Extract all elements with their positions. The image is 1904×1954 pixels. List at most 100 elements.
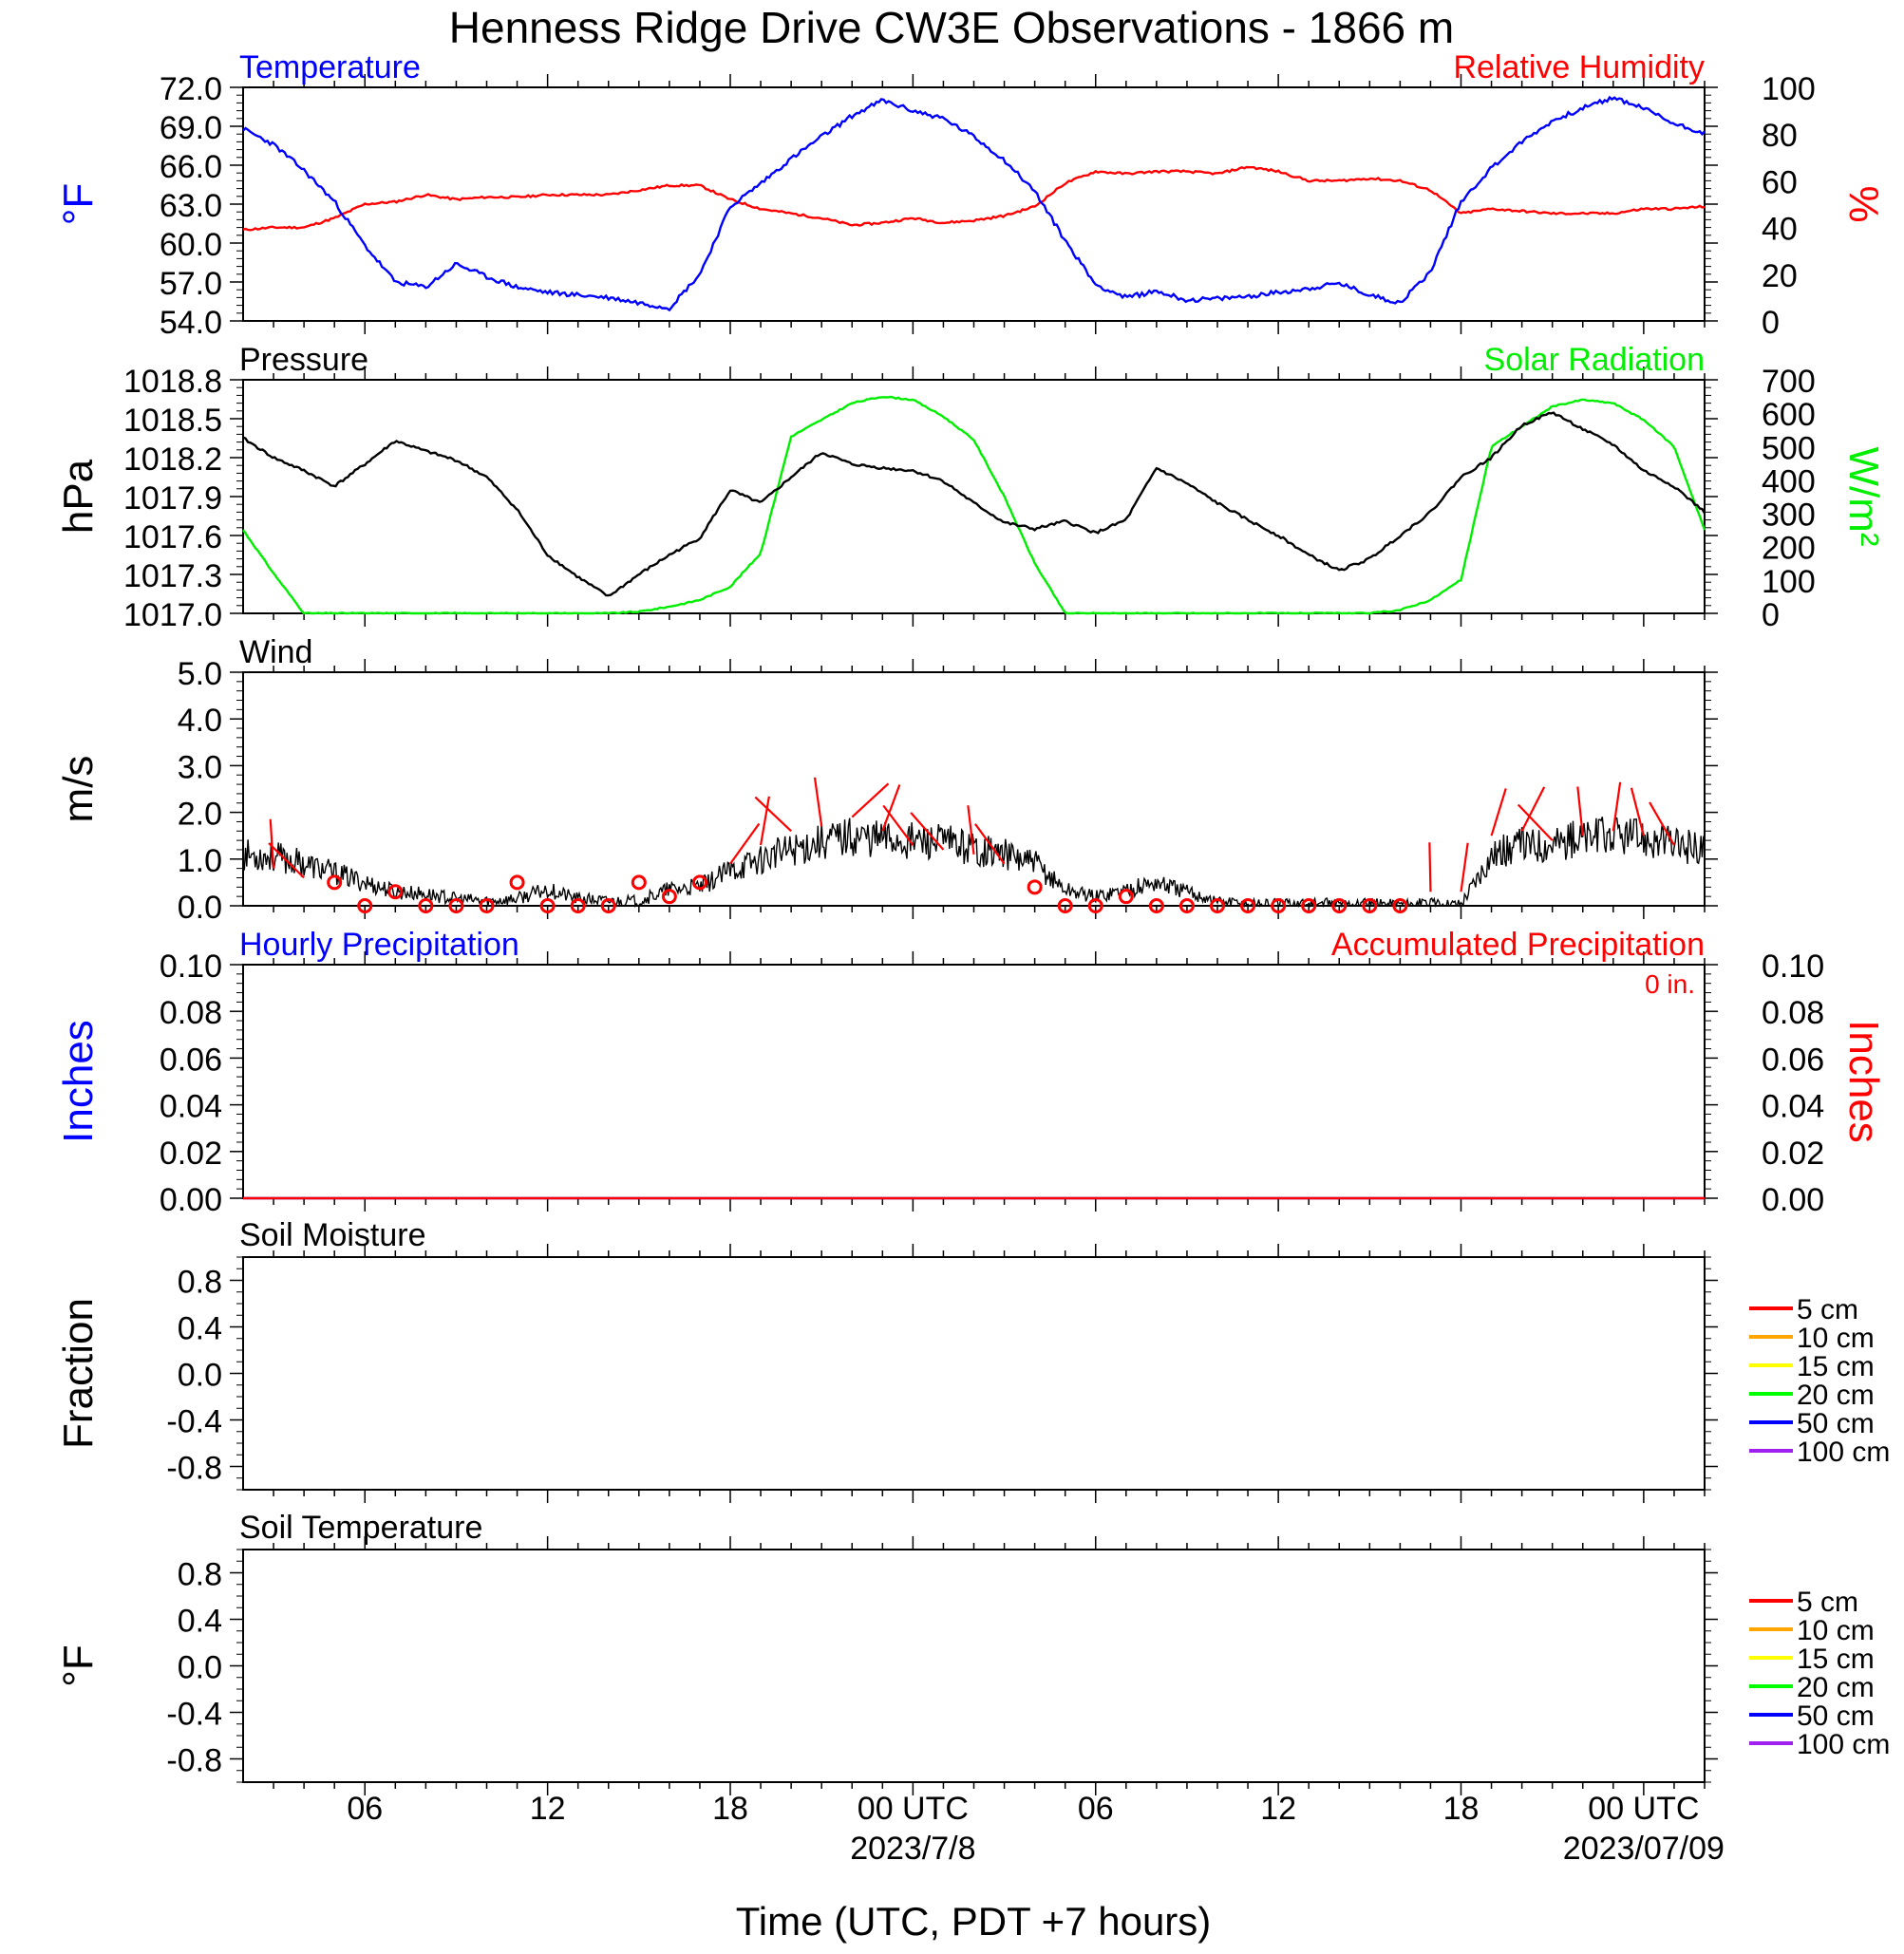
time-axis: 06 12 18 00 UTC 06 12 18 00 UTC 2023/7/8 2023/07/…: [347, 1791, 1725, 1867]
soil-moisture-ylabel: Fraction: [55, 1298, 102, 1449]
wind-barb: [729, 822, 761, 865]
soil-temperature-legend-label: 15 cm: [1797, 1644, 1875, 1675]
calm-wind-marker: [661, 889, 677, 905]
accum-axis-right-tick-label: 0.08: [1762, 995, 1824, 1031]
wind-title: Wind: [239, 634, 312, 670]
soil-moisture-legend-label: 15 cm: [1797, 1351, 1875, 1382]
calm-wind-marker: [1301, 898, 1317, 913]
x-tick-label: 00 UTC: [1588, 1791, 1699, 1827]
wind-barb: [851, 782, 890, 818]
temp-axis-ytick-label: 57.0: [160, 266, 222, 302]
soil-temperature-title: Soil Temperature: [239, 1510, 482, 1546]
wind-barb: [268, 842, 305, 879]
pressure-axis-ytick-label: 1017.6: [123, 519, 222, 555]
wind-barb: [1490, 788, 1507, 836]
calm-wind-marker: [570, 898, 586, 913]
x-date-label: 2023/7/8: [850, 1831, 975, 1867]
solar-axis-right-tick-label: 100: [1762, 564, 1816, 600]
pressure-axis-ytick-label: 1017.9: [123, 480, 222, 517]
precip-axis-ytick-label: 0.04: [160, 1089, 222, 1125]
precip-panel-frame: [242, 964, 1706, 1199]
wind-axis-ytick-label: 3.0: [178, 749, 222, 785]
x-tick-label: 18: [1443, 1791, 1480, 1827]
soil-moisture-ytick-label: 0.0: [178, 1358, 222, 1394]
pressure-axis-ytick-label: 1018.8: [123, 364, 222, 400]
calm-wind-marker: [1118, 889, 1134, 905]
precip-axis-ytick-label: 0.10: [160, 949, 222, 985]
soil-moisture-ytick-label: -0.4: [166, 1404, 222, 1440]
soil-temperature-ylabel: °F: [55, 1644, 102, 1686]
temperature-humidity-panel: 72.069.066.063.060.057.054.0 °F 100 80 60 40 2…: [55, 49, 1887, 341]
humidity-line: [242, 165, 1706, 232]
accum-precip-title: Accumulated Precipitation: [1331, 927, 1705, 963]
wind-barb: [881, 784, 901, 832]
accum-axis-right-tick-label: 0.00: [1762, 1182, 1824, 1218]
wind-barb: [973, 823, 1006, 865]
calm-wind-marker: [418, 898, 434, 913]
humidity-title: Relative Humidity: [1453, 49, 1705, 85]
soil-temperature-ytick-label: 0.8: [178, 1557, 222, 1593]
chart-title: Henness Ridge Drive CW3E Observations - …: [449, 3, 1454, 52]
rh-axis-right-tick-label: 80: [1762, 118, 1798, 154]
panels: 72.069.066.063.060.057.054.0 °F 100 80 60 40 2…: [55, 49, 1890, 1795]
soil-temperature-ytick-label: -0.4: [166, 1697, 222, 1733]
soil-temperature-ytick-label: 0.4: [178, 1604, 222, 1640]
accum-axis-right-tick-label: 0.10: [1762, 949, 1824, 985]
soil-temperature-legend-label: 100 cm: [1797, 1729, 1890, 1760]
calm-wind-marker: [631, 874, 647, 891]
wind-barb: [754, 796, 792, 833]
precip-axis-ytick-label: 0.06: [160, 1042, 222, 1078]
pressure-axis-ylabel: hPa: [55, 459, 102, 534]
soil-moisture-legend-label: 50 cm: [1797, 1408, 1875, 1439]
rh-axis-right-tick-label: 20: [1762, 258, 1798, 294]
rh-axis-right-tick-label: 0: [1762, 305, 1780, 341]
wind-axis-ytick-label: 5.0: [178, 656, 222, 692]
wind-barb: [269, 818, 275, 869]
soil-temperature-legend-label: 50 cm: [1797, 1700, 1875, 1732]
calm-wind-marker: [1271, 898, 1287, 913]
wind-barb: [1612, 781, 1622, 832]
pressure-axis-ytick-label: 1017.3: [123, 558, 222, 594]
temp-axis-ytick-label: 69.0: [160, 110, 222, 146]
calm-wind-marker: [1027, 879, 1043, 895]
temperature-title: Temperature: [239, 49, 421, 85]
solar-title: Solar Radiation: [1484, 342, 1705, 378]
soil-moisture-legend-label: 20 cm: [1797, 1380, 1875, 1411]
soil-temperature-ytick-label: -0.8: [166, 1743, 222, 1779]
solar-axis-right-tick-label: 700: [1762, 364, 1816, 400]
calm-wind-marker: [1362, 898, 1378, 913]
wind-barb: [1428, 842, 1432, 892]
x-axis-label: Time (UTC, PDT +7 hours): [736, 1899, 1212, 1944]
solar-axis-right-tick-label: 200: [1762, 531, 1816, 567]
soil-moisture-legend-label: 100 cm: [1797, 1437, 1890, 1468]
precipitation-panel: 0.10 0.08 0.06 0.04 0.02 0.00 Inches 0.10 0.08 0.…: [55, 927, 1887, 1218]
calm-wind-marker: [1240, 898, 1256, 913]
precip-axis-ytick-label: 0.00: [160, 1182, 222, 1218]
accum-axis-right-tick-label: 0.04: [1762, 1089, 1824, 1125]
wind-axis-ytick-label: 0.0: [178, 890, 222, 926]
wind-axis-ytick-label: 4.0: [178, 703, 222, 739]
calm-wind-marker: [539, 898, 556, 913]
wind-barb: [1630, 787, 1645, 836]
wind-barb: [813, 777, 823, 827]
wind-barb: [1460, 842, 1469, 892]
calm-wind-marker: [600, 898, 616, 913]
wind-panel: 5.0 4.0 3.0 2.0 1.0 0.0 m/s Wind: [55, 634, 1718, 926]
soil-temperature-panel-frame: [242, 1549, 1706, 1783]
soil-moisture-legend-label: 10 cm: [1797, 1323, 1875, 1354]
accum-axis-right-tick-label: 0.06: [1762, 1042, 1824, 1078]
soil-temperature-legend-label: 10 cm: [1797, 1615, 1875, 1646]
pressure-solar-panel: 1018.81018.51018.21017.91017.61017.31017…: [55, 342, 1887, 633]
rh-axis-right-tick-label: 40: [1762, 212, 1798, 248]
precip-axis-ylabel: Inches: [55, 1020, 102, 1143]
calm-wind-marker: [1331, 898, 1348, 913]
x-tick-label: 00 UTC: [858, 1791, 969, 1827]
soil-moisture-ytick-label: 0.8: [178, 1265, 222, 1301]
precip-axis-ytick-label: 0.08: [160, 995, 222, 1031]
calm-wind-marker: [387, 884, 404, 900]
soil-moisture-title: Soil Moisture: [239, 1217, 426, 1253]
wind-barb: [910, 812, 945, 851]
x-tick-label: 06: [1078, 1791, 1114, 1827]
